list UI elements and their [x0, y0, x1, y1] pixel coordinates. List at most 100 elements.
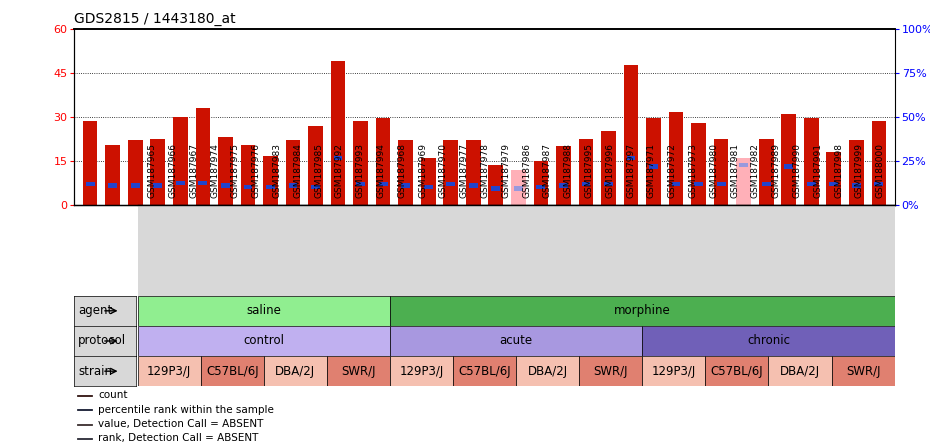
Bar [201, 356, 264, 386]
Bar [705, 356, 768, 386]
Bar [762, 182, 771, 186]
Text: GDS2815 / 1443180_at: GDS2815 / 1443180_at [74, 12, 236, 27]
Bar [643, 326, 895, 356]
Text: SWR/J: SWR/J [846, 365, 881, 378]
Bar [376, 118, 391, 205]
Bar [390, 356, 453, 386]
Text: DBA/2J: DBA/2J [275, 365, 315, 378]
Bar [86, 182, 95, 186]
Text: percentile rank within the sample: percentile rank within the sample [99, 404, 274, 415]
Bar [691, 123, 706, 205]
Bar [195, 108, 210, 205]
Text: chronic: chronic [747, 334, 790, 348]
Bar [421, 158, 435, 205]
Bar [627, 155, 635, 160]
Bar [849, 140, 864, 205]
Bar [401, 183, 410, 188]
Bar [694, 182, 703, 186]
Bar [556, 146, 571, 205]
Bar [804, 118, 818, 205]
Bar [831, 356, 895, 386]
Bar [807, 182, 816, 186]
Bar [244, 185, 252, 189]
Bar [390, 296, 895, 326]
Bar [444, 140, 458, 205]
Bar [331, 61, 345, 205]
Text: 129P3/J: 129P3/J [147, 365, 192, 378]
Bar [131, 183, 140, 188]
Bar [138, 326, 390, 356]
Text: morphine: morphine [614, 304, 671, 317]
Bar [173, 117, 188, 205]
Bar [263, 156, 278, 205]
Bar [308, 126, 323, 205]
Bar [852, 183, 861, 188]
Bar [379, 182, 388, 186]
Bar [105, 145, 120, 205]
Bar [138, 356, 201, 386]
Bar [579, 356, 643, 386]
Bar [759, 139, 774, 205]
Bar [488, 165, 503, 205]
Text: 129P3/J: 129P3/J [652, 365, 696, 378]
Bar [827, 152, 841, 205]
Bar [446, 182, 455, 186]
Bar [871, 121, 886, 205]
Text: DBA/2J: DBA/2J [527, 365, 567, 378]
Bar [198, 181, 207, 185]
Text: strain: strain [78, 365, 113, 378]
Bar [646, 118, 661, 205]
Bar [286, 140, 300, 205]
Text: C57BL/6J: C57BL/6J [711, 365, 764, 378]
Text: saline: saline [246, 304, 281, 317]
Bar [537, 185, 545, 189]
Bar [353, 121, 368, 205]
Bar [511, 170, 525, 205]
Bar [390, 326, 643, 356]
Bar [781, 114, 796, 205]
Bar [264, 356, 327, 386]
Bar [77, 438, 92, 439]
Text: value, Detection Call = ABSENT: value, Detection Call = ABSENT [99, 419, 263, 429]
Bar [643, 356, 705, 386]
Text: count: count [99, 390, 127, 400]
Bar [312, 185, 320, 189]
Bar [77, 409, 92, 410]
Text: 129P3/J: 129P3/J [399, 365, 444, 378]
Text: SWR/J: SWR/J [341, 365, 376, 378]
Text: C57BL/6J: C57BL/6J [206, 365, 259, 378]
Bar [138, 296, 390, 326]
Bar [241, 145, 255, 205]
Bar [288, 183, 298, 188]
Bar [534, 161, 548, 205]
Bar [453, 356, 516, 386]
Bar [83, 121, 98, 205]
Bar [514, 186, 523, 191]
Text: C57BL/6J: C57BL/6J [458, 365, 511, 378]
Bar [669, 112, 684, 205]
Bar [151, 139, 166, 205]
Bar [671, 182, 681, 186]
Text: SWR/J: SWR/J [593, 365, 628, 378]
Text: protocol: protocol [78, 334, 126, 348]
Bar [601, 131, 616, 205]
Bar [830, 182, 838, 186]
Bar [221, 183, 230, 188]
Bar [266, 185, 275, 189]
Text: agent: agent [78, 304, 113, 317]
Bar [128, 140, 142, 205]
Bar [714, 139, 728, 205]
Bar [559, 183, 568, 188]
Bar [737, 158, 751, 205]
Bar [717, 182, 725, 186]
Bar [218, 137, 232, 205]
Text: control: control [244, 334, 285, 348]
Bar [176, 181, 185, 185]
Bar [649, 164, 658, 169]
Bar [516, 356, 579, 386]
Bar [398, 140, 413, 205]
Bar [334, 155, 342, 160]
Text: acute: acute [499, 334, 533, 348]
Bar [108, 183, 117, 188]
Bar [784, 164, 793, 169]
